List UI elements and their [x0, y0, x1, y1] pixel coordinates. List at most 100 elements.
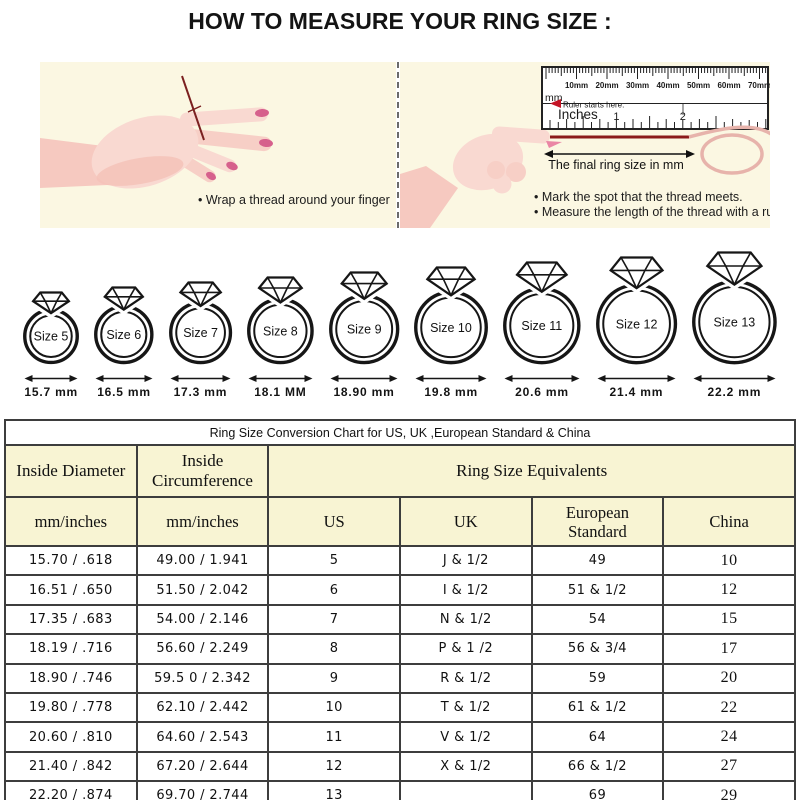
table-row: 21.40 / .842 67.20 / 2.644 12 X & 1/2 66 & 1…: [4, 750, 796, 783]
ring-diameter-label: 20.6 mm: [515, 385, 569, 399]
diameter-arrow-icon: [248, 375, 313, 382]
measure-arrow-icon: [544, 150, 695, 158]
ring-diameter-label: 17.3 mm: [173, 385, 228, 399]
step2-caption-1: Mark the spot that the thread meets.: [534, 190, 743, 205]
thread-curl-icon: [688, 125, 770, 175]
hand-with-thread-illustration: [40, 75, 273, 189]
table-cell: 61 & 1/2: [530, 691, 665, 724]
nail-icon: [259, 138, 273, 148]
table-cell: 10: [267, 691, 401, 724]
table-cell: 12: [662, 574, 796, 606]
table-cell: 69: [530, 780, 665, 800]
table-cell: 20.60 / .810: [4, 721, 138, 753]
ring-size-13: Size 13 22.2 mm: [688, 250, 781, 399]
page-title: HOW TO MEASURE YOUR RING SIZE :: [188, 8, 612, 34]
table-cell: 9: [267, 662, 401, 694]
table-cell: V & 1/2: [398, 721, 533, 753]
col-header-china: China: [662, 496, 796, 547]
step2-caption-2: Measure the length of the thread with a …: [534, 205, 770, 220]
table-cell: 27: [662, 750, 796, 783]
table-row: 22.20 / .874 69.70 / 2.744 13 __ 69 29: [4, 780, 796, 800]
table-cell: 8: [267, 633, 401, 665]
table-cell: 59.5 0 / 2.342: [135, 662, 270, 694]
diameter-arrow-icon: [415, 375, 487, 382]
table-cell: 54.00 / 2.146: [135, 603, 270, 636]
table-cell: 24: [662, 721, 796, 753]
table-group-header-row: Inside Diameter Inside Circumference Rin…: [4, 444, 796, 498]
nail-icon: [205, 171, 217, 181]
hand-icon: [40, 107, 273, 189]
table-cell: 20: [662, 662, 796, 694]
table-row: 16.51 / .650 51.50 / 2.042 6 I & 1/2 51 & 1/…: [4, 574, 796, 606]
step1-caption: Wrap a thread around your finger: [198, 193, 390, 208]
table-cell: __: [398, 780, 533, 800]
diamond-ring-icon: Size 13: [692, 250, 777, 365]
rings-row: Size 5 15.7 mm Size 6 16.5 mm Size 7 17.3 mm S…: [0, 243, 800, 399]
ring-diameter-label: 18.1 MM: [254, 385, 307, 399]
table-cell: 54: [530, 603, 665, 636]
table-cell: 17.35 / .683: [4, 603, 138, 636]
nail-icon: [255, 108, 269, 118]
table-cell: 66 & 1/2: [530, 750, 665, 783]
ring-diameter-label: 16.5 mm: [97, 385, 151, 399]
ring-size-6: Size 6 16.5 mm: [90, 285, 158, 399]
table-cell: P & 1 /2: [398, 633, 533, 665]
ring-size-11: Size 11 20.6 mm: [499, 260, 585, 399]
table-cell: 56 & 3/4: [530, 633, 665, 665]
svg-text:2: 2: [680, 111, 686, 123]
table-cell: 10: [662, 544, 796, 577]
ruler-start-arrow-icon: [550, 99, 561, 108]
svg-text:40mm: 40mm: [656, 81, 679, 90]
table-row: 15.70 / .618 49.00 / 1.941 5 J & 1/2 49 10: [4, 544, 796, 577]
diamond-ring-icon: Size 12: [595, 255, 677, 364]
col-header-mm-inches-diameter: mm/inches: [4, 496, 138, 547]
ring-diameter-label: 22.2 mm: [707, 385, 762, 399]
table-cell: 62.10 / 2.442: [135, 691, 270, 724]
table-cell: 29: [662, 780, 796, 800]
ring-size-label: Size 7: [183, 326, 218, 340]
ruler-starts-here-label: Ruler starts here.: [563, 101, 624, 110]
table-cell: 49: [530, 544, 665, 577]
table-cell: I & 1/2: [398, 574, 533, 606]
ring-diameter-label: 21.4 mm: [609, 385, 664, 399]
ring-size-10: Size 10 19.8 mm: [410, 265, 492, 399]
table-cell: J & 1/2: [398, 544, 533, 577]
pointing-hand-icon: [400, 126, 550, 228]
table-cell: 15: [662, 603, 796, 636]
thread-marker-icon: [546, 141, 562, 148]
ruler-icon: 10mm 20mm 30mm 40mm 50mm 60mm 70mm mm Ruler st…: [541, 66, 770, 130]
table-cell: 21.40 / .842: [4, 750, 138, 783]
table-row: 17.35 / .683 54.00 / 2.146 7 N & 1/2 54 15: [4, 603, 796, 636]
header-inside-circumference: Inside Circumference: [135, 444, 270, 498]
col-header-mm-inches-circumference: mm/inches: [135, 496, 270, 547]
diamond-ring-icon: Size 5: [23, 290, 80, 364]
diamond-ring-icon: Size 8: [247, 275, 314, 364]
table-title: Ring Size Conversion Chart for US, UK ,E…: [4, 419, 796, 446]
diamond-ring-icon: Size 10: [414, 265, 489, 364]
table-row: 19.80 / .778 62.10 / 2.442 10 T & 1/2 61 & 1…: [4, 691, 796, 724]
diamond-ring-icon: Size 6: [94, 285, 154, 365]
ring-size-7: Size 7 17.3 mm: [165, 280, 236, 399]
table-row: 18.19 / .716 56.60 / 2.249 8 P & 1 /2 56 & 3…: [4, 633, 796, 665]
header-inside-diameter: Inside Diameter: [4, 444, 138, 498]
table-cell: 5: [267, 544, 401, 577]
col-header-uk: UK: [398, 496, 533, 547]
step1-panel: Wrap a thread around your finger: [40, 62, 396, 228]
table-cell: 67.20 / 2.644: [135, 750, 270, 783]
ring-size-label: Size 8: [263, 324, 298, 338]
ring-diameter-label: 19.8 mm: [424, 385, 478, 399]
svg-text:60mm: 60mm: [717, 81, 740, 90]
table-cell: 16.51 / .650: [4, 574, 138, 606]
table-row: 18.90 / .746 59.5 0 / 2.342 9 R & 1/2 59 20: [4, 662, 796, 694]
conversion-table-body: 15.70 / .618 49.00 / 1.941 5 J & 1/2 49 10 16.…: [4, 544, 796, 800]
table-cell: 64: [530, 721, 665, 753]
ring-size-9: Size 9 18.90 mm: [325, 270, 403, 399]
ring-size-label: Size 6: [107, 328, 142, 342]
table-cell: 6: [267, 574, 401, 606]
final-size-label: The final ring size in mm: [548, 158, 683, 172]
table-cell: 15.70 / .618: [4, 544, 138, 577]
col-header-us: US: [267, 496, 401, 547]
table-cell: 56.60 / 2.249: [135, 633, 270, 665]
conversion-table: Ring Size Conversion Chart for US, UK ,E…: [4, 419, 796, 800]
table-column-header-row: mm/inches mm/inches US UK European Stand…: [4, 496, 796, 547]
